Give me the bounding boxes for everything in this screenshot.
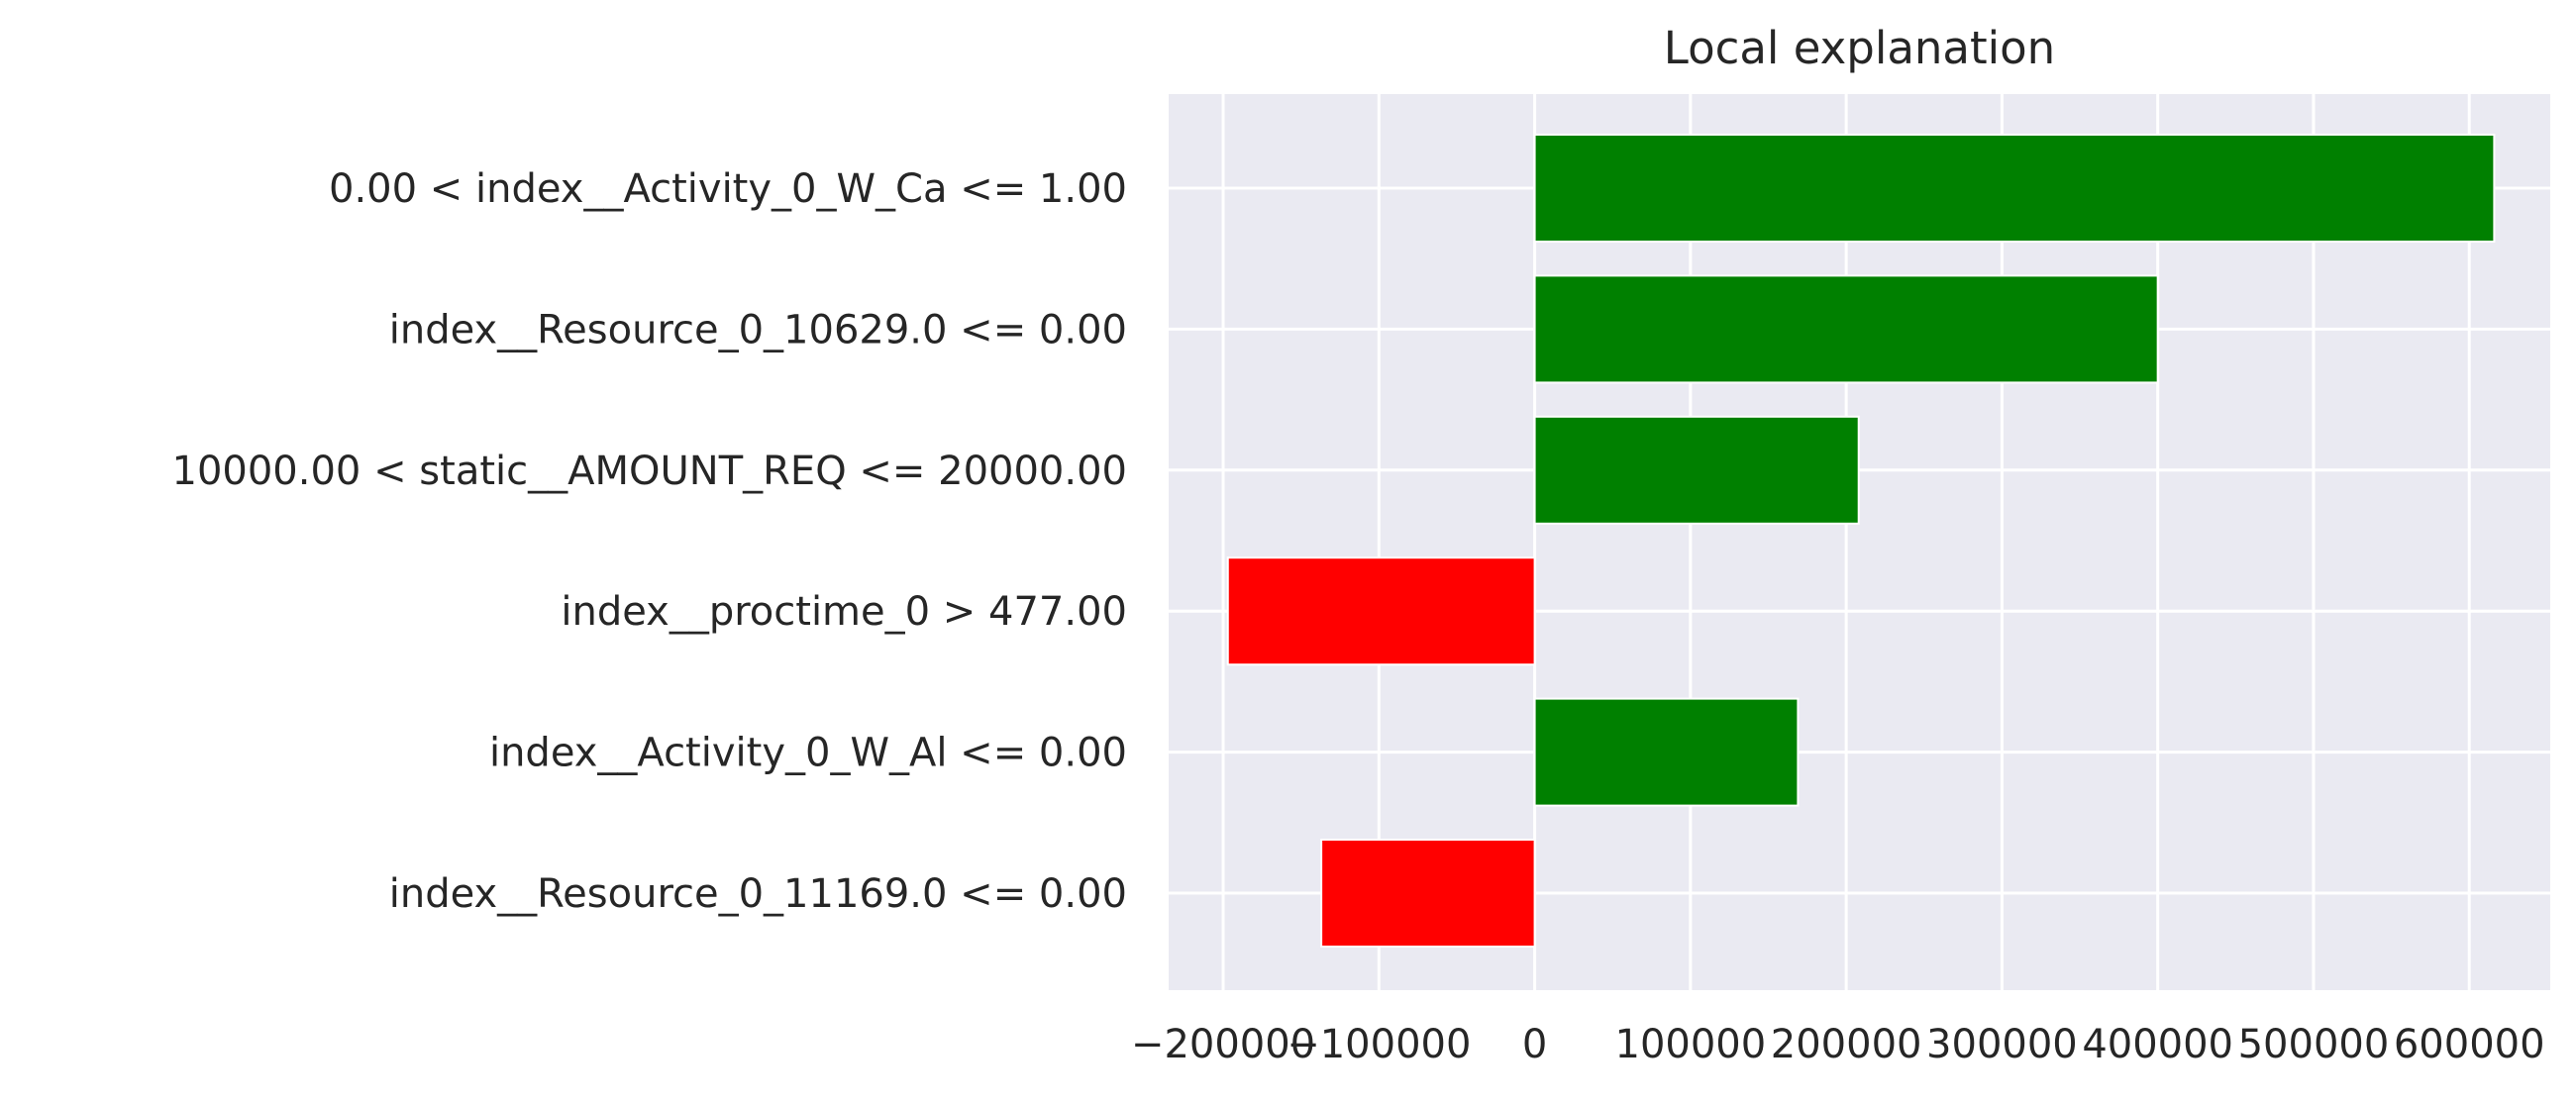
bar (1533, 134, 2496, 243)
bar-layer (1226, 134, 2496, 948)
y-tick-label: index__Resource_0_11169.0 <= 0.00 (389, 871, 1127, 917)
x-tick-label: 400000 (2082, 1022, 2233, 1067)
y-tick-label: 0.00 < index__Activity_0_W_Ca <= 1.00 (329, 166, 1127, 212)
bar (1533, 415, 1860, 525)
y-tick-label: index__proctime_0 > 477.00 (561, 589, 1127, 635)
x-tick-labels: −200000−100000 0 100000 200000 300000 400000 5… (1131, 1022, 2545, 1067)
bar (1320, 839, 1536, 948)
x-tick-label: 600000 (2394, 1022, 2545, 1067)
bar (1226, 556, 1536, 666)
y-tick-label: 10000.00 < static__AMOUNT_REQ <= 20000.0… (172, 449, 1128, 494)
y-tick-labels: 0.00 < index__Activity_0_W_Ca <= 1.00 ind… (172, 166, 1128, 917)
bar (1533, 697, 1800, 807)
y-tick-label: index__Resource_0_10629.0 <= 0.00 (389, 307, 1127, 352)
x-tick-label: 200000 (1771, 1022, 1922, 1067)
bar (1533, 274, 2159, 384)
x-tick-label: 300000 (1926, 1022, 2078, 1067)
x-tick-label: 0 (1522, 1022, 1547, 1067)
x-tick-label: −100000 (1287, 1022, 1471, 1067)
y-tick-label: index__Activity_0_W_Al <= 0.00 (489, 731, 1127, 776)
chart-title: Local explanation (1664, 22, 2055, 74)
x-tick-label: 100000 (1615, 1022, 1767, 1067)
x-tick-label: −200000 (1131, 1022, 1315, 1067)
x-tick-label: 500000 (2238, 1022, 2390, 1067)
